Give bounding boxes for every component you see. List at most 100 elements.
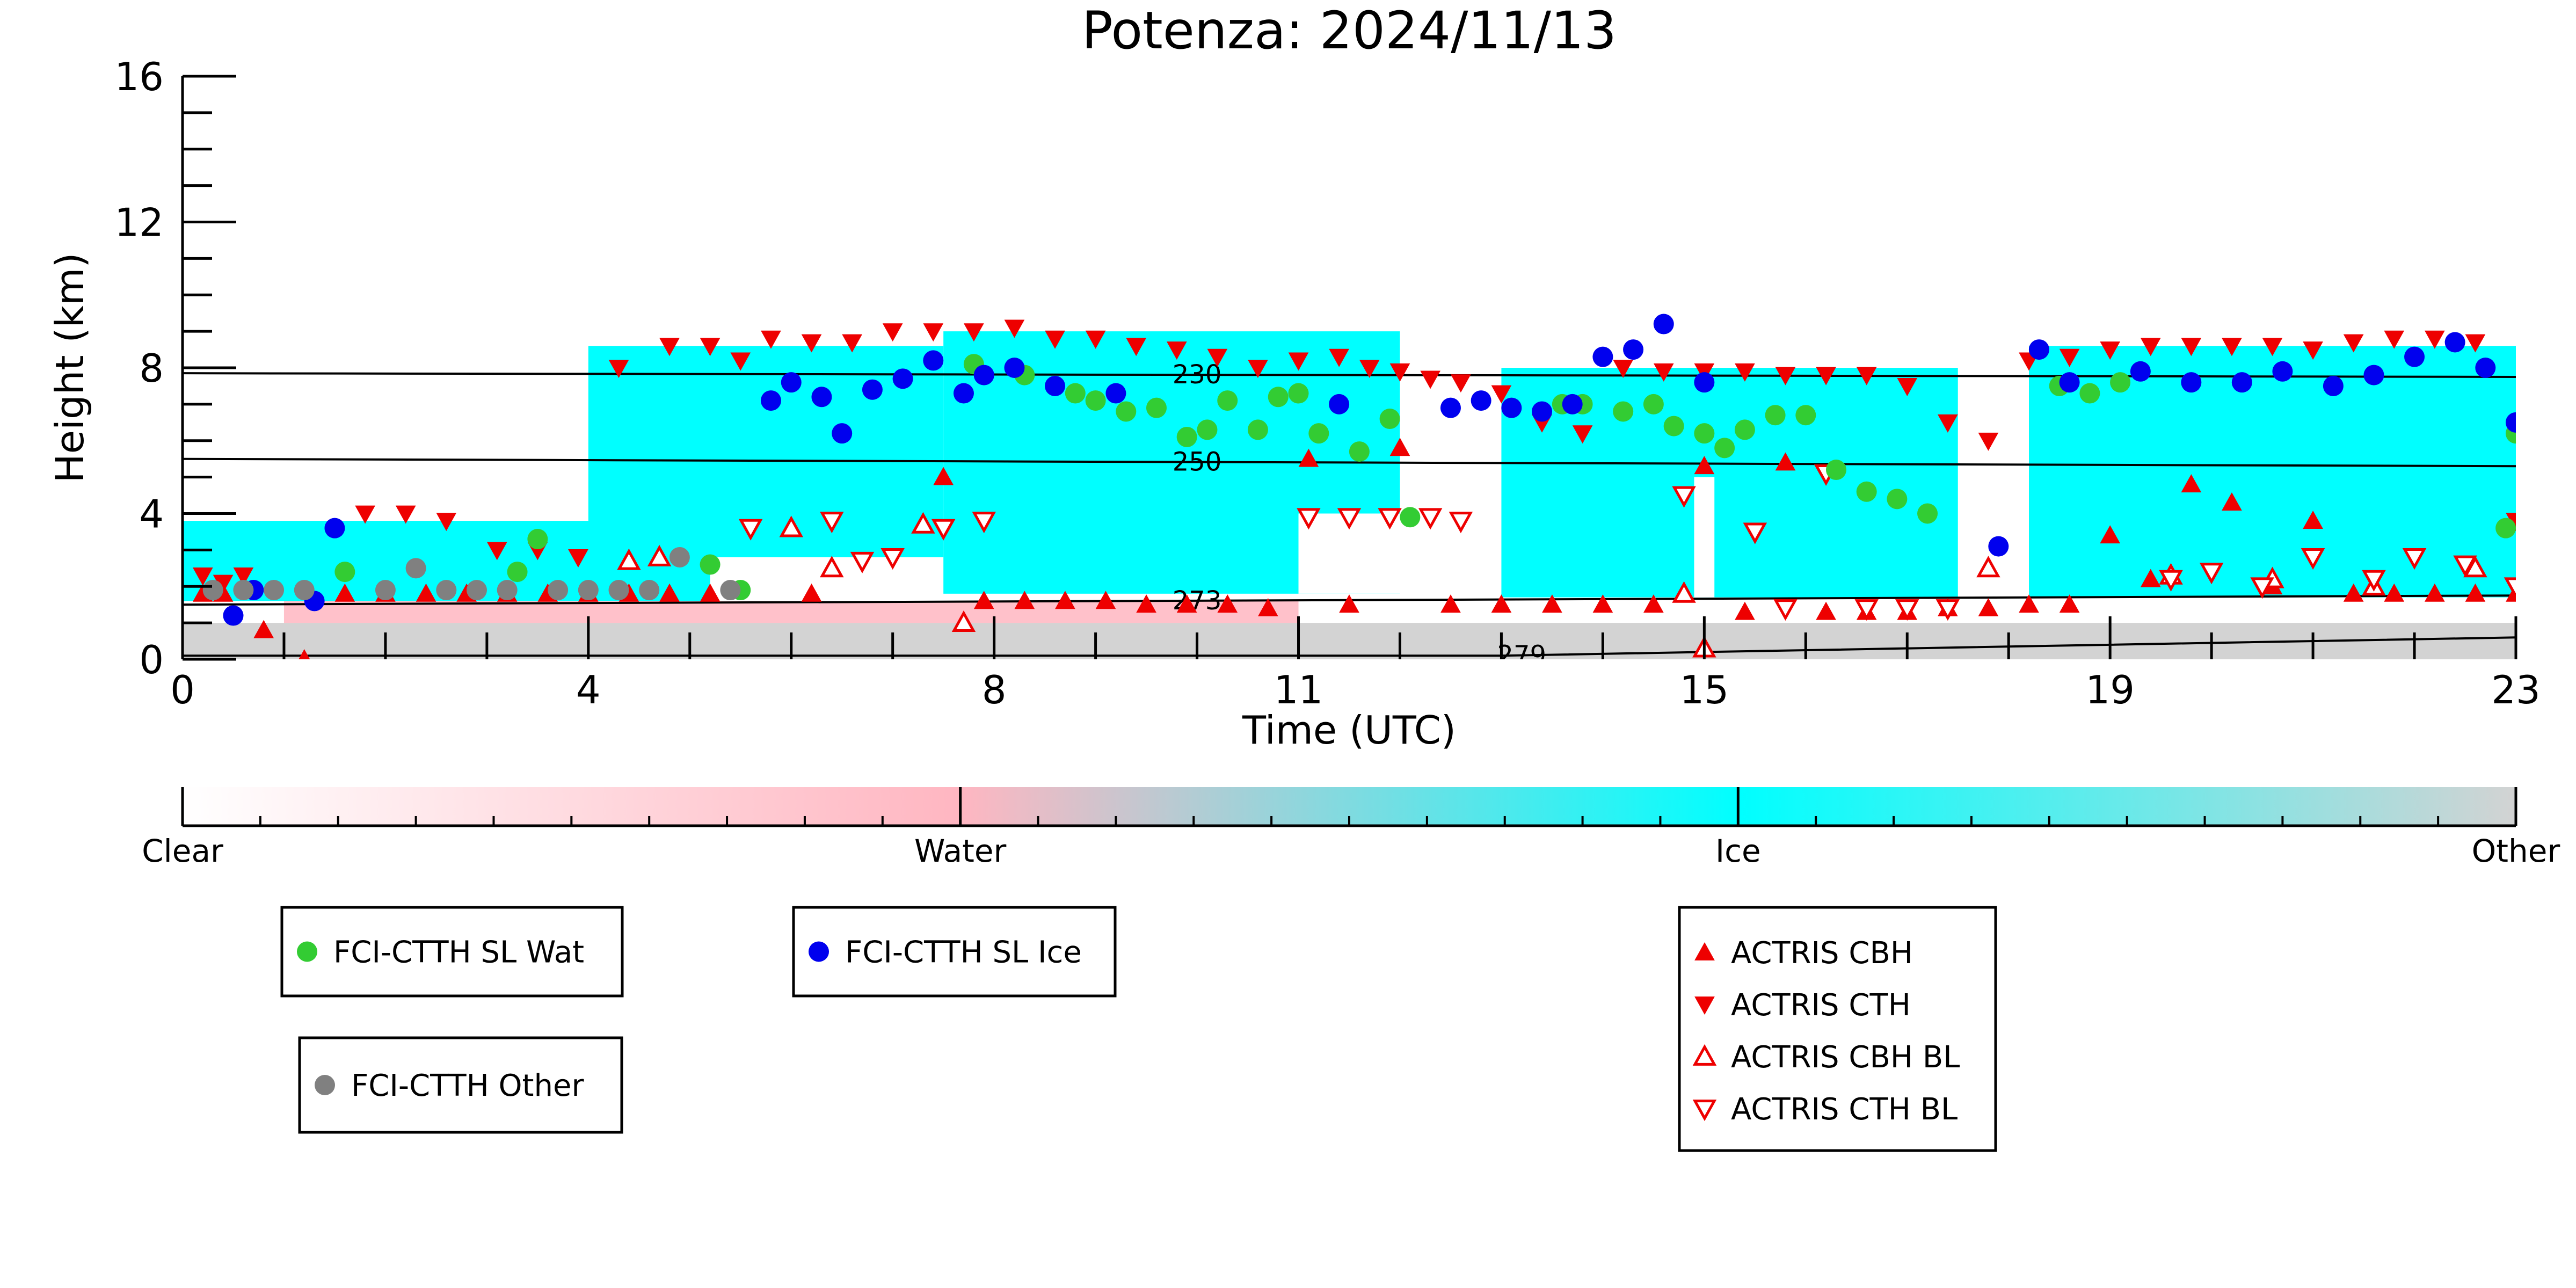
point-actris-cth <box>1329 348 1349 367</box>
point-actris-cth <box>2100 341 2121 360</box>
point-actris-cth <box>1004 319 1025 338</box>
point-actris-cbh <box>1694 456 1715 475</box>
point-actris-cbh-bl <box>779 515 803 537</box>
point-fci-ctth-other <box>264 580 285 601</box>
point-actris-cbh-bl <box>1976 556 2000 578</box>
point-actris-cth-bl <box>2301 548 2325 570</box>
point-fci-ctth-sl-wat <box>1694 423 1715 444</box>
colorbar-label-other: Other <box>2472 833 2560 869</box>
point-actris-cth <box>1085 330 1106 349</box>
point-actris-cth <box>1207 348 1228 367</box>
x-tick-label: 4 <box>576 667 601 712</box>
point-fci-ctth-sl-ice <box>1471 390 1491 411</box>
point-actris-cth-bl <box>2250 577 2274 599</box>
point-fci-ctth-sl-ice <box>781 372 802 393</box>
point-actris-cth <box>1937 414 1958 433</box>
point-fci-ctth-sl-ice <box>1004 358 1025 378</box>
y-tick-label: 4 <box>139 492 164 537</box>
point-fci-ctth-sl-ice <box>2363 365 2384 385</box>
point-actris-cth <box>923 323 944 342</box>
point-actris-cth <box>2465 334 2486 353</box>
point-fci-ctth-other <box>294 580 315 601</box>
cloud-gap-2 <box>1968 368 2029 601</box>
point-fci-ctth-sl-ice <box>2130 361 2151 382</box>
point-actris-cth <box>355 505 375 524</box>
x-tick-label: 11 <box>1274 667 1323 712</box>
point-actris-cth <box>2181 338 2202 356</box>
point-fci-ctth-sl-ice <box>2272 361 2293 382</box>
ice-region-1 <box>588 346 944 557</box>
point-fci-ctth-sl-ice <box>1105 383 1126 404</box>
point-fci-ctth-sl-ice <box>2181 372 2202 393</box>
point-fci-ctth-sl-ice <box>1329 394 1350 414</box>
point-actris-cth <box>1166 341 1187 360</box>
point-actris-cbh <box>253 620 274 638</box>
point-actris-cth-bl <box>2362 570 2386 592</box>
point-actris-cth-bl <box>1337 508 1362 530</box>
point-actris-cth <box>1856 367 1877 385</box>
point-fci-ctth-sl-ice <box>1653 314 1674 334</box>
point-fci-ctth-other <box>405 558 426 579</box>
legend-box-0 <box>280 906 624 998</box>
point-actris-cth <box>2222 338 2242 356</box>
point-fci-ctth-other <box>466 580 487 601</box>
point-actris-cth-bl <box>881 548 905 570</box>
point-actris-cth <box>1389 363 1410 382</box>
point-fci-ctth-sl-ice <box>1988 536 2009 557</box>
point-actris-cth-bl <box>972 512 996 534</box>
point-fci-ctth-sl-wat <box>1663 416 1684 436</box>
legend-marker-actris-cth <box>1694 996 1715 1015</box>
x-axis-label: Time (UTC) <box>1242 708 1456 753</box>
x-tick-label: 8 <box>982 667 1007 712</box>
point-actris-cth <box>1045 330 1065 349</box>
point-fci-ctth-sl-ice <box>1532 401 1553 422</box>
colorbar-label-water: Water <box>914 833 1007 869</box>
point-actris-cbh-bl <box>911 512 935 534</box>
point-fci-ctth-sl-ice <box>2404 346 2425 367</box>
colorbar-label-clear: Clear <box>142 833 223 869</box>
point-actris-cth-bl <box>2402 548 2427 570</box>
point-actris-cbh <box>2303 511 2323 529</box>
legend-label-fci-ctth-sl-wat: FCI-CTTH SL Wat <box>333 935 584 970</box>
point-actris-cth-bl <box>738 519 763 541</box>
point-actris-cth <box>2059 348 2080 367</box>
point-fci-ctth-sl-ice <box>324 518 345 539</box>
point-actris-cth-bl <box>931 519 956 541</box>
point-actris-cbh <box>1775 452 1796 471</box>
point-actris-cth <box>1775 367 1796 385</box>
point-actris-cbh <box>2343 583 2364 602</box>
point-actris-cth <box>1978 432 1999 451</box>
point-actris-cth <box>2140 338 2161 356</box>
point-actris-cbh <box>1176 594 1197 613</box>
point-actris-cth <box>842 334 862 353</box>
x-tick-label: 0 <box>170 667 195 712</box>
point-fci-ctth-sl-ice <box>2323 375 2344 396</box>
other-band <box>183 623 2516 659</box>
legend-label-fci-ctth-sl-ice: FCI-CTTH SL Ice <box>845 935 1082 970</box>
legend-label-actris-cth-bl: ACTRIS CTH BL <box>1731 1092 1958 1127</box>
point-actris-cbh <box>2222 492 2242 511</box>
point-actris-cbh <box>2100 525 2121 544</box>
point-actris-cbh <box>1491 594 1512 613</box>
legend-label-fci-ctth-other: FCI-CTTH Other <box>351 1068 584 1103</box>
point-actris-cbh <box>1217 594 1238 613</box>
colorbar: Clear Water Ice Other <box>142 787 2560 869</box>
point-actris-cth <box>700 338 721 356</box>
point-actris-cth <box>1653 363 1674 382</box>
point-fci-ctth-sl-wat <box>1308 423 1329 444</box>
point-fci-ctth-sl-wat <box>2495 518 2516 539</box>
point-fci-ctth-sl-wat <box>1734 419 1755 440</box>
x-tick-label: 19 <box>2085 667 2135 712</box>
point-fci-ctth-sl-wat <box>1065 383 1086 404</box>
point-actris-cth <box>568 549 588 567</box>
point-fci-ctth-sl-ice <box>811 387 832 407</box>
legend-marker-actris-cbh-bl <box>1692 1044 1717 1066</box>
point-actris-cth <box>436 513 457 532</box>
point-fci-ctth-sl-ice <box>1623 339 1644 360</box>
point-fci-ctth-other <box>639 580 660 601</box>
point-fci-ctth-sl-ice <box>1501 397 1522 418</box>
point-fci-ctth-sl-wat <box>1765 405 1786 426</box>
point-fci-ctth-sl-wat <box>1085 390 1106 411</box>
colorbar-label-ice: Ice <box>1715 833 1761 869</box>
